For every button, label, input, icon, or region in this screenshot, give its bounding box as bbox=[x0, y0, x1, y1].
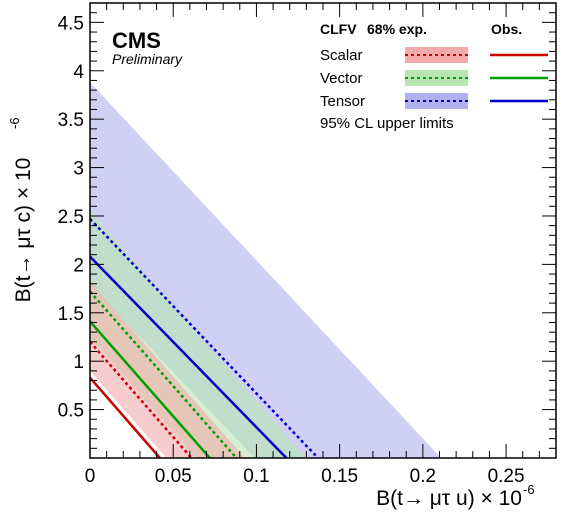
legend-header-observed: Obs. bbox=[491, 21, 522, 37]
x-tick-label: 0 bbox=[85, 466, 96, 487]
x-tick-labels: 0 0.05 0.1 0.15 0.2 0.25 bbox=[85, 466, 525, 487]
y-tick-label: 3 bbox=[73, 159, 84, 180]
y-tick-label: 4 bbox=[73, 62, 84, 83]
limit-lines bbox=[90, 218, 319, 458]
legend: CLFV 68% exp. Obs. Scalar Vector Tensor 95… bbox=[320, 21, 548, 132]
expected-line-scalar bbox=[90, 341, 193, 458]
y-tick-label: 1 bbox=[73, 352, 84, 373]
preliminary-label: Preliminary bbox=[112, 51, 183, 67]
y-tick-label: 4.5 bbox=[58, 13, 84, 34]
x-tick-label: 0.15 bbox=[321, 466, 358, 487]
legend-label-scalar: Scalar bbox=[320, 47, 363, 64]
legend-header-clfv: CLFV bbox=[320, 21, 357, 37]
y-axis-title: B(t→ μτ c) × 10 bbox=[12, 158, 35, 303]
expected-line-vector bbox=[90, 290, 238, 458]
observed-line-vector bbox=[90, 320, 211, 458]
legend-note: 95% CL upper limits bbox=[320, 115, 454, 132]
x-tick-label: 0.1 bbox=[243, 466, 269, 487]
y-tick-label: 2.5 bbox=[58, 207, 84, 228]
cms-label: CMS bbox=[112, 28, 161, 53]
band-scalar bbox=[90, 281, 245, 458]
x-axis-title: B(t→ μτ u) × 10 bbox=[376, 487, 522, 510]
expected-line-tensor bbox=[90, 218, 319, 458]
y-tick-label: 0.5 bbox=[58, 401, 84, 422]
x-axis-exponent: -6 bbox=[523, 482, 535, 497]
legend-header-expected: 68% exp. bbox=[367, 21, 427, 37]
legend-label-tensor: Tensor bbox=[320, 93, 365, 110]
y-tick-label: 2 bbox=[73, 255, 84, 276]
y-tick-label: 1.5 bbox=[58, 304, 84, 325]
legend-rows: Scalar Vector Tensor bbox=[320, 47, 548, 110]
observed-line-tensor bbox=[90, 255, 288, 458]
y-tick-label: 3.5 bbox=[58, 110, 84, 131]
x-tick-label: 0.2 bbox=[410, 466, 436, 487]
y-axis-exponent: -6 bbox=[7, 117, 22, 129]
axis-ticks bbox=[89, 2, 557, 459]
legend-label-vector: Vector bbox=[320, 70, 363, 87]
y-tick-labels: 0.5 1 1.5 2 2.5 3 3.5 4 4.5 bbox=[58, 13, 85, 421]
x-tick-label: 0.05 bbox=[155, 466, 192, 487]
expected-68-bands bbox=[90, 82, 442, 458]
observed-line-scalar bbox=[90, 376, 161, 458]
x-tick-label: 0.25 bbox=[488, 466, 525, 487]
